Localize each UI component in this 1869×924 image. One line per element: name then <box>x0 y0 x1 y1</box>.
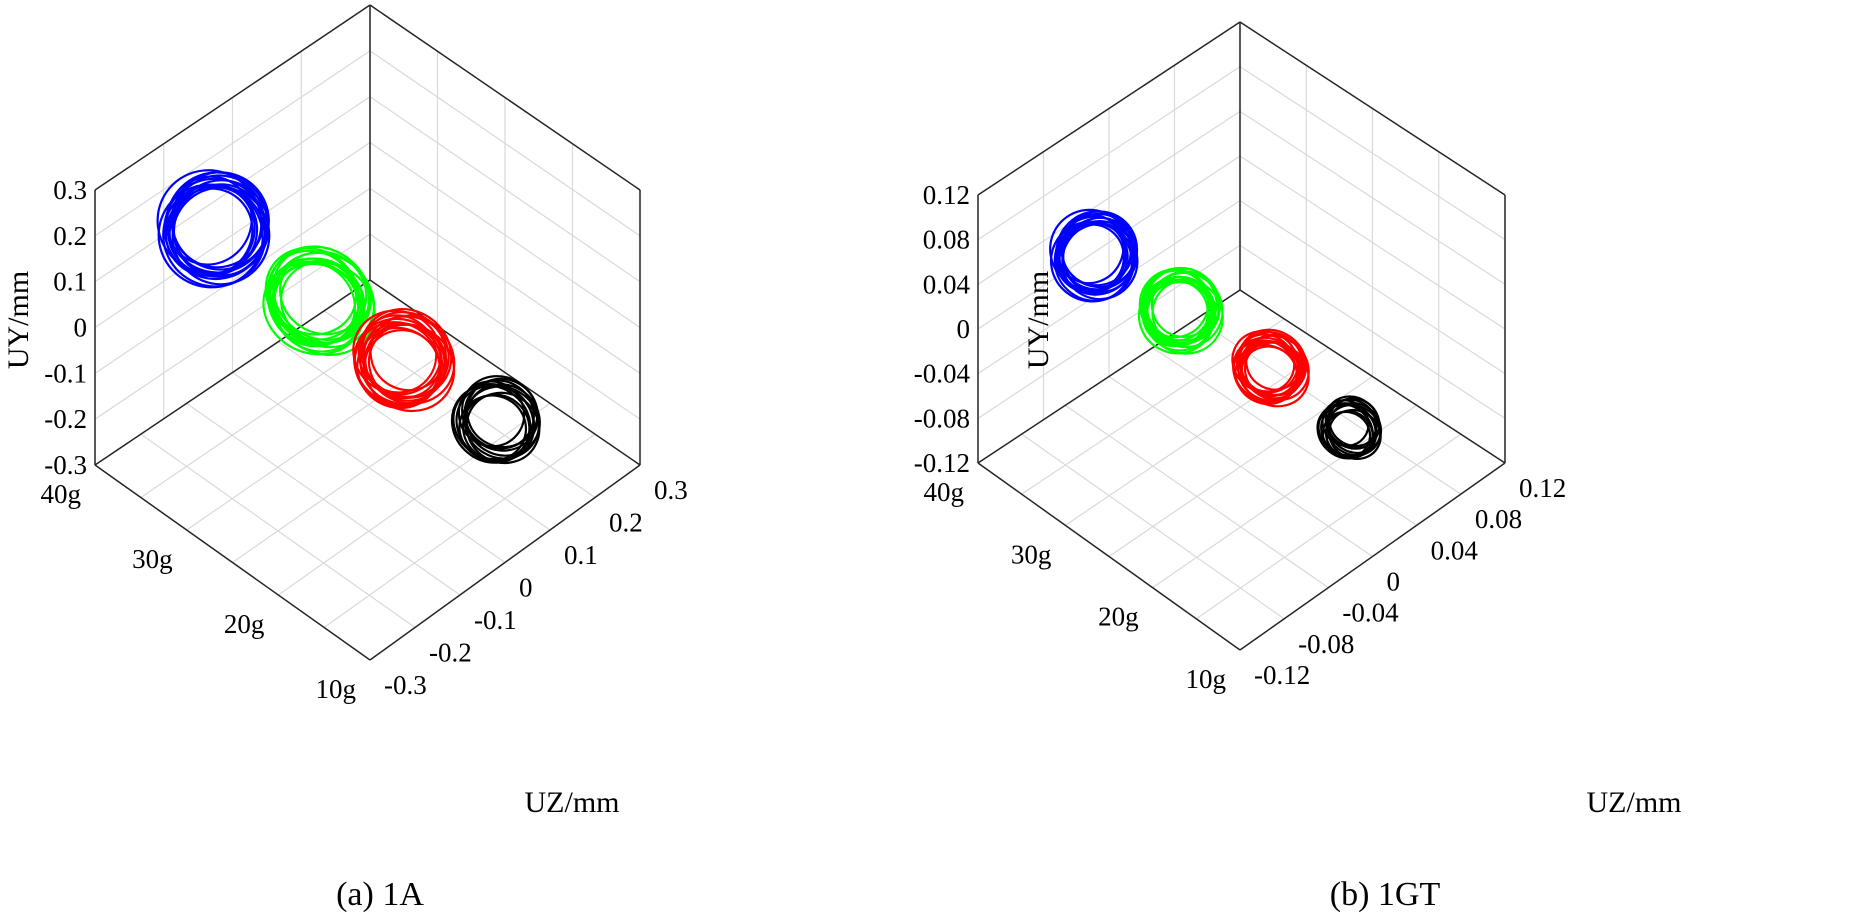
trace-loop <box>1328 408 1382 460</box>
series-10g <box>450 375 541 465</box>
y-tick-label: 0 <box>74 313 88 343</box>
panel-1a-ylabel: UY/mm <box>2 271 35 369</box>
z-tick-label: -0.2 <box>429 638 472 668</box>
z-tick-label: -0.04 <box>1342 598 1399 628</box>
trace-loop <box>165 175 253 266</box>
panel-1gt-axes-box <box>977 21 1506 651</box>
trace-loop <box>1320 403 1378 459</box>
depth-tick-label: 30g <box>1011 539 1052 569</box>
axis-edge <box>94 4 371 191</box>
depth-tick-label: 40g <box>41 479 82 509</box>
trace-loop <box>463 379 535 450</box>
trace-loop <box>1141 269 1210 339</box>
panel-1a-traces <box>156 169 541 465</box>
y-tick-label: 0.3 <box>53 175 87 205</box>
trace-loop <box>1326 403 1382 457</box>
z-tick-label: 0 <box>519 573 533 603</box>
grid-line <box>1021 433 1285 620</box>
z-tick-label: -0.3 <box>384 670 427 700</box>
depth-tick-label: 10g <box>316 674 357 704</box>
series-30g <box>1137 266 1224 355</box>
axis-edge <box>1239 462 1506 651</box>
series-20g <box>352 307 456 413</box>
z-tick-label: 0.12 <box>1519 473 1566 503</box>
depth-tick-label: 20g <box>224 609 265 639</box>
panel-1a-xlabel: UZ/mm <box>525 786 620 819</box>
axis-edge <box>369 4 641 191</box>
z-tick-label: 0.1 <box>564 540 598 570</box>
grid-line <box>277 402 551 596</box>
z-tick-label: -0.1 <box>474 605 517 635</box>
panel-1a-caption: (a) 1A <box>336 876 424 913</box>
axis-edge <box>1239 289 1506 464</box>
trace-loop <box>1240 340 1300 398</box>
z-tick-label: 0.08 <box>1475 504 1522 534</box>
axis-edge <box>94 464 371 661</box>
y-tick-label: -0.12 <box>914 448 970 478</box>
y-tick-label: -0.1 <box>44 358 87 388</box>
trace-loop <box>1231 330 1299 394</box>
trace-loop <box>455 384 536 463</box>
axis-edge <box>977 462 1241 651</box>
axis-edge <box>94 279 371 466</box>
axis-edge <box>977 289 1241 464</box>
panel-1gt-ticks: 0.120.080.040-0.04-0.08-0.1240g30g20g10g… <box>914 180 1567 694</box>
trace-loop <box>352 309 442 396</box>
panel-1a-axes-box <box>94 4 641 661</box>
trace-loop <box>266 249 358 336</box>
depth-tick-label: 40g <box>924 477 965 507</box>
panel-1a-ticks: 0.30.20.10-0.1-0.2-0.340g30g20g10g0.30.2… <box>41 175 688 704</box>
axis-edge <box>369 464 641 661</box>
panel-1gt-traces <box>1049 208 1383 460</box>
trace-loop <box>271 257 365 345</box>
y-tick-label: -0.04 <box>914 359 971 389</box>
trace-loop <box>461 375 540 452</box>
trace-loop <box>1145 275 1215 346</box>
z-tick-label: -0.08 <box>1298 629 1354 659</box>
trace-loop <box>1055 213 1125 285</box>
trace-loop <box>1058 222 1129 294</box>
trace-loop <box>463 385 540 460</box>
y-tick-label: 0.1 <box>53 267 87 297</box>
y-tick-label: 0.04 <box>923 269 971 299</box>
grid-line <box>140 433 416 628</box>
axis-edge <box>1239 21 1506 196</box>
panel-1gt-caption: (b) 1GT <box>1330 876 1441 913</box>
series-10g <box>1316 395 1383 460</box>
trace-loop <box>364 322 442 400</box>
panel-1gt-ylabel: UY/mm <box>1022 271 1055 369</box>
z-tick-label: -0.12 <box>1254 660 1310 690</box>
series-20g <box>1231 328 1310 408</box>
depth-tick-label: 30g <box>132 544 173 574</box>
y-tick-label: -0.08 <box>914 403 970 433</box>
axis-edge <box>977 21 1241 196</box>
panel-1gt-grid <box>977 21 1506 651</box>
grid-line <box>1064 404 1329 589</box>
trace-loop <box>465 391 541 465</box>
depth-tick-label: 20g <box>1098 602 1139 632</box>
z-tick-label: 0.2 <box>609 508 643 538</box>
y-tick-label: -0.3 <box>44 450 87 480</box>
y-tick-label: 0 <box>957 314 971 344</box>
z-tick-label: 0.3 <box>654 475 688 505</box>
y-tick-label: -0.2 <box>44 404 87 434</box>
panel-1gt-xlabel: UZ/mm <box>1587 786 1682 819</box>
series-40g <box>1049 208 1139 303</box>
panel-1a: 0.30.20.10-0.1-0.2-0.340g30g20g10g0.30.2… <box>2 4 688 913</box>
series-40g <box>156 169 271 289</box>
z-tick-label: 0.04 <box>1431 535 1479 565</box>
y-tick-label: 0.08 <box>923 225 970 255</box>
y-tick-label: 0.2 <box>53 221 87 251</box>
grid-line <box>323 433 596 628</box>
depth-tick-label: 10g <box>1186 664 1227 694</box>
y-tick-label: 0.12 <box>923 180 970 210</box>
panel-1gt: 0.120.080.040-0.04-0.08-0.1240g30g20g10g… <box>914 21 1682 913</box>
trace-loop <box>168 185 259 277</box>
z-tick-label: 0 <box>1387 567 1401 597</box>
grid-line <box>1195 433 1462 620</box>
trace-loop <box>272 245 371 342</box>
trace-loop <box>457 380 526 448</box>
